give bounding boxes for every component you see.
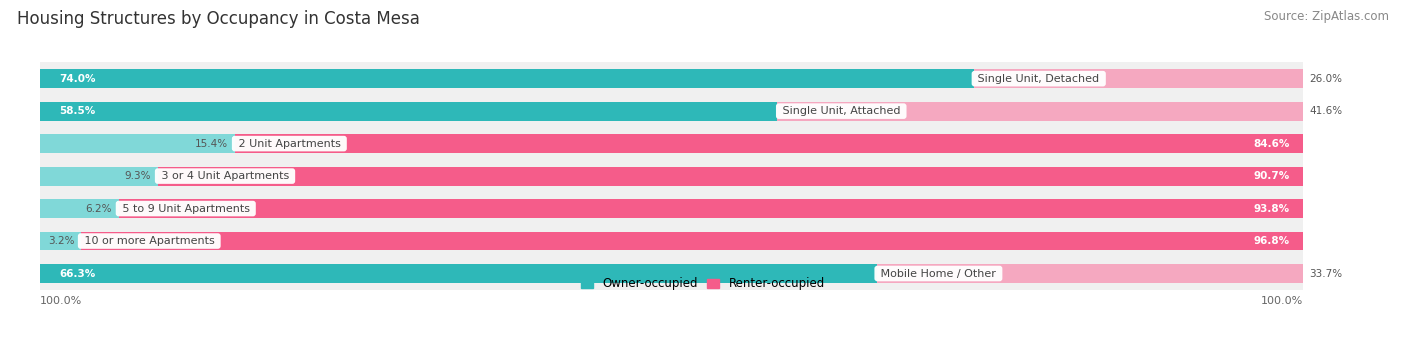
Bar (41, 102, 779, 121)
Text: 58.5%: 58.5% (59, 106, 96, 116)
Text: 74.0%: 74.0% (59, 74, 96, 84)
Text: 41.6%: 41.6% (1309, 106, 1343, 116)
Text: 84.6%: 84.6% (1254, 138, 1291, 149)
Text: 15.4%: 15.4% (195, 138, 228, 149)
Bar (235, 134, 1302, 153)
Bar (974, 69, 1302, 88)
Text: 5 to 9 Unit Apartments: 5 to 9 Unit Apartments (118, 204, 253, 213)
Bar (41, 167, 157, 186)
Text: 100.0%: 100.0% (1260, 296, 1302, 306)
Bar (41, 192, 1302, 225)
Bar (41, 199, 118, 218)
Bar (41, 95, 1302, 128)
Bar (41, 69, 974, 88)
Bar (41, 264, 877, 283)
Legend: Owner-occupied, Renter-occupied: Owner-occupied, Renter-occupied (576, 273, 830, 295)
Text: Single Unit, Detached: Single Unit, Detached (974, 74, 1104, 84)
Text: 2 Unit Apartments: 2 Unit Apartments (235, 138, 344, 149)
Text: Mobile Home / Other: Mobile Home / Other (877, 268, 1000, 279)
Bar (41, 134, 235, 153)
Text: Source: ZipAtlas.com: Source: ZipAtlas.com (1264, 10, 1389, 23)
Bar (157, 167, 1302, 186)
Text: Housing Structures by Occupancy in Costa Mesa: Housing Structures by Occupancy in Costa… (17, 10, 420, 28)
Text: 6.2%: 6.2% (86, 204, 112, 213)
Text: 26.0%: 26.0% (1309, 74, 1341, 84)
Bar (41, 160, 1302, 192)
Text: 66.3%: 66.3% (59, 268, 96, 279)
Bar (41, 257, 1302, 290)
Bar (41, 62, 1302, 95)
Bar (41, 128, 1302, 160)
Text: Single Unit, Attached: Single Unit, Attached (779, 106, 904, 116)
Text: 100.0%: 100.0% (41, 296, 83, 306)
Bar (118, 199, 1302, 218)
Bar (778, 102, 1302, 121)
Text: 10 or more Apartments: 10 or more Apartments (80, 236, 218, 246)
Text: 9.3%: 9.3% (125, 171, 152, 181)
Text: 33.7%: 33.7% (1309, 268, 1343, 279)
Text: 3.2%: 3.2% (48, 236, 75, 246)
Bar (877, 264, 1302, 283)
Bar (80, 232, 1302, 250)
Text: 3 or 4 Unit Apartments: 3 or 4 Unit Apartments (157, 171, 292, 181)
Text: 93.8%: 93.8% (1254, 204, 1291, 213)
Bar (41, 232, 80, 250)
Text: 90.7%: 90.7% (1254, 171, 1291, 181)
Text: 96.8%: 96.8% (1254, 236, 1291, 246)
Bar (41, 225, 1302, 257)
